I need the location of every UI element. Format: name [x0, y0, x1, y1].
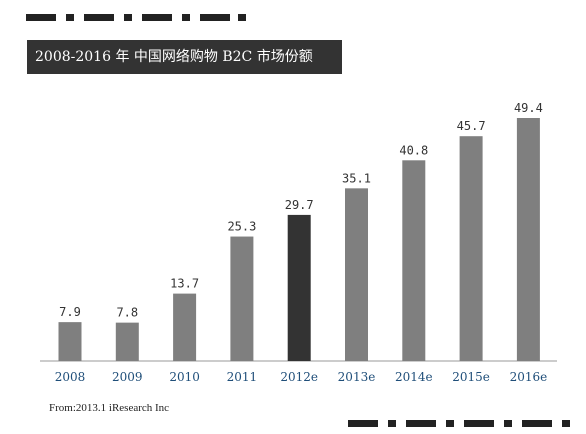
bottom-dash-decoration	[348, 420, 570, 427]
bar-2010	[173, 293, 197, 361]
data-label-2011: 25.3	[227, 220, 256, 234]
x-tick-2011: 2011	[227, 370, 258, 384]
data-label-2010: 13.7	[170, 277, 199, 291]
data-label-2016e: 49.4	[514, 101, 543, 115]
chart-title: 2008-2016 年 中国网络购物 B2C 市场份额	[27, 40, 342, 74]
x-tick-2016e: 2016e	[510, 370, 548, 384]
bar-2016e	[516, 118, 540, 361]
x-tick-2008: 2008	[55, 370, 86, 384]
bar-2008	[58, 322, 82, 361]
bar-2009	[115, 322, 139, 361]
bar-2015e	[459, 136, 483, 361]
data-label-2014e: 40.8	[399, 143, 428, 157]
data-label-2012e: 29.7	[285, 198, 314, 212]
data-label-2013e: 35.1	[342, 171, 371, 185]
bar-2012e	[287, 214, 311, 361]
bar-2011	[230, 236, 254, 361]
data-label-2009: 7.8	[116, 306, 138, 320]
x-tick-2013e: 2013e	[338, 370, 376, 384]
x-tick-2012e: 2012e	[280, 370, 318, 384]
source-note: From:2013.1 iResearch Inc	[49, 402, 170, 414]
x-tick-2014e: 2014e	[395, 370, 433, 384]
data-label-2008: 7.9	[59, 305, 81, 319]
x-tick-2009: 2009	[112, 370, 143, 384]
x-tick-2015e: 2015e	[452, 370, 490, 384]
bar-2013e	[345, 188, 368, 361]
x-tick-2010: 2010	[169, 370, 200, 384]
data-label-2015e: 45.7	[457, 119, 486, 133]
top-dash-decoration	[26, 14, 246, 21]
bar-2014e	[402, 160, 426, 361]
